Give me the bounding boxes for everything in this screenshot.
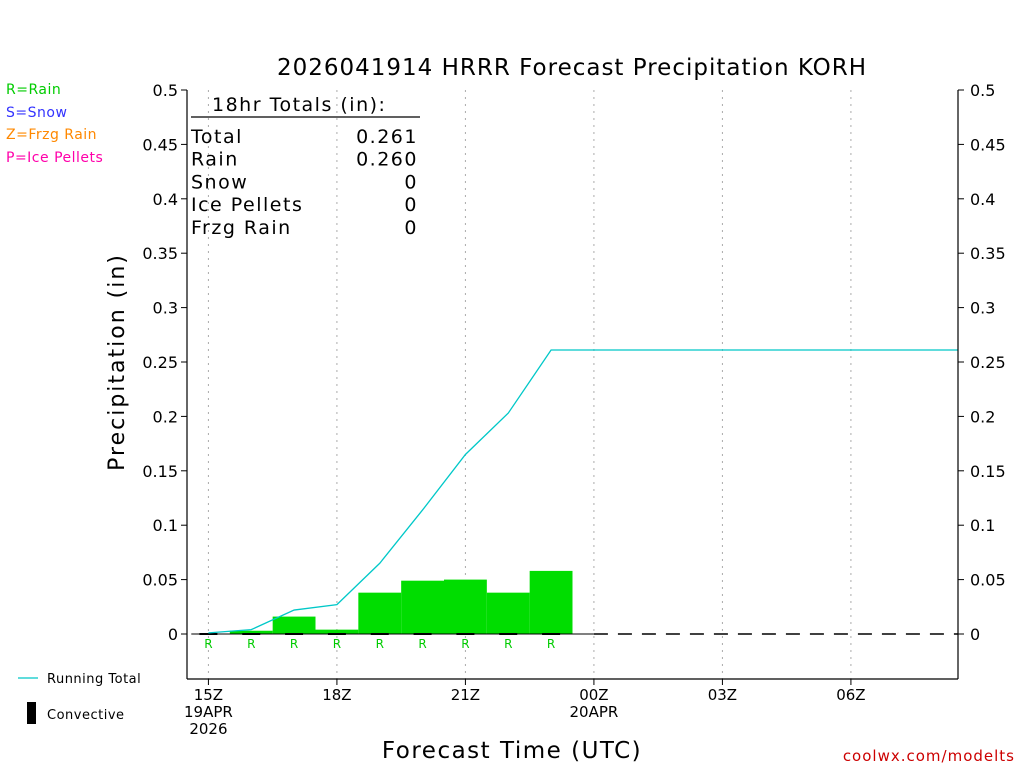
precip-bar xyxy=(272,616,316,634)
totals-row-label: Total xyxy=(190,126,243,148)
totals-row-label: Ice Pellets xyxy=(191,194,303,216)
ptype-legend-ice-pellets: P=Ice Pellets xyxy=(6,150,104,166)
totals-row-value: 0 xyxy=(404,217,418,239)
x-tick-label: 19APR xyxy=(184,703,233,721)
y-tick-label-right: 0 xyxy=(970,625,980,644)
y-tick-label-right: 0.35 xyxy=(970,244,1006,263)
y-tick-label-left: 0.05 xyxy=(142,571,178,590)
running-total-line xyxy=(208,349,958,634)
ptype-marker: R xyxy=(547,637,555,651)
precip-bars xyxy=(229,570,573,634)
y-tick-label-left: 0.4 xyxy=(153,190,178,209)
running-total-series xyxy=(208,349,958,634)
ptype-marker: R xyxy=(461,637,469,651)
y-tick-label-left: 0.25 xyxy=(142,353,178,372)
precip-bar xyxy=(486,592,530,634)
totals-row-value: 0.260 xyxy=(356,149,418,171)
convective-legend-swatch xyxy=(27,702,36,724)
y-tick-label-left: 0 xyxy=(168,625,178,644)
totals-row-value: 0 xyxy=(404,194,418,216)
x-tick-label: 20APR xyxy=(570,703,619,721)
precip-bar xyxy=(229,630,273,634)
y-tick-label-right: 0.4 xyxy=(970,190,995,209)
totals-row-label: Rain xyxy=(191,149,239,171)
ptype-legend-rain: R=Rain xyxy=(6,82,62,98)
precip-bar xyxy=(315,629,359,634)
y-tick-label-left: 0.3 xyxy=(153,299,178,318)
x-tick-label: 03Z xyxy=(708,686,737,704)
x-axis-title: Forecast Time (UTC) xyxy=(382,738,642,764)
x-tick-label: 00Z xyxy=(579,686,608,704)
y-tick-label-right: 0.5 xyxy=(970,81,995,100)
y-tick-label-right: 0.15 xyxy=(970,462,1006,481)
y-tick-label-left: 0.2 xyxy=(153,407,178,426)
ptype-marker: R xyxy=(247,637,255,651)
precip-bar xyxy=(401,580,444,634)
precip-bar xyxy=(529,570,573,634)
ptype-marker: R xyxy=(418,637,426,651)
y-tick-label-left: 0.35 xyxy=(142,244,178,263)
ptype-legend-frzg-rain: Z=Frzg Rain xyxy=(6,127,98,143)
ptype-marker: R xyxy=(504,637,512,651)
axes xyxy=(186,90,959,680)
chart-title: 2026041914 HRRR Forecast Precipitation K… xyxy=(277,55,867,81)
y-tick-label-left: 0.1 xyxy=(153,516,178,535)
credit-text: coolwx.com/modelts xyxy=(843,747,1015,765)
y-tick-label-left: 0.5 xyxy=(153,81,178,100)
x-tick-label: 15Z xyxy=(194,686,223,704)
x-tick-label: 18Z xyxy=(322,686,351,704)
ptype-legend-snow: S=Snow xyxy=(6,105,68,121)
x-tick-label: 2026 xyxy=(189,720,227,738)
y-tick-label-right: 0.45 xyxy=(970,135,1006,154)
totals-heading: 18hr Totals (in): xyxy=(212,94,386,116)
y-tick-label-right: 0.2 xyxy=(970,407,995,426)
y-ticks: 0 00.05 0.050.1 0.10.15 0.150.2 0.20.25 0.250.… xyxy=(142,81,1005,644)
ptype-marker: R xyxy=(333,637,341,651)
x-tick-label: 21Z xyxy=(451,686,480,704)
precip-bar xyxy=(444,579,487,634)
y-tick-label-right: 0.3 xyxy=(970,299,995,318)
y-axis-title: Precipitation (in) xyxy=(105,253,130,471)
totals-row-value: 0 xyxy=(404,171,418,193)
ptype-marker: R xyxy=(290,637,298,651)
totals-row-label: Snow xyxy=(191,171,248,193)
grid-lines xyxy=(207,90,852,679)
ptype-marker: R xyxy=(376,637,384,651)
totals-row-value: 0.261 xyxy=(356,126,418,148)
convective-legend-label: Convective xyxy=(47,708,125,723)
totals-box: 18hr Totals (in): Total 0.261 Rain 0.260 Snow… xyxy=(190,94,420,239)
totals-row-label: Frzg Rain xyxy=(191,217,292,239)
precip-bar xyxy=(358,592,402,634)
y-tick-label-right: 0.05 xyxy=(970,571,1006,590)
y-tick-label-left: 0.15 xyxy=(142,462,178,481)
running-total-legend-label: Running Total xyxy=(47,672,141,687)
y-tick-label-left: 0.45 xyxy=(142,135,178,154)
y-tick-label-right: 0.25 xyxy=(970,353,1006,372)
ptype-marker: R xyxy=(204,637,212,651)
y-tick-label-right: 0.1 xyxy=(970,516,995,535)
x-tick-label: 06Z xyxy=(836,686,865,704)
